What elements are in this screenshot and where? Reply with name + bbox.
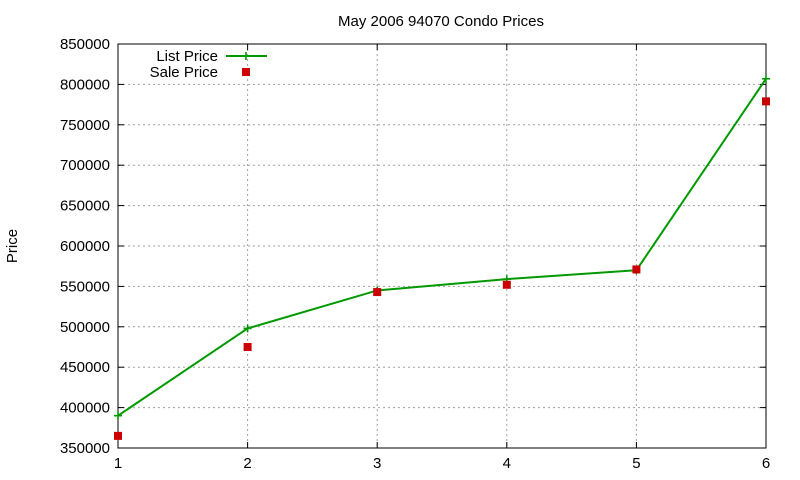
y-tick-label: 500000 [60, 319, 110, 336]
y-tick-label: 750000 [60, 117, 110, 134]
y-tick-label: 800000 [60, 76, 110, 93]
list-price-point [114, 411, 122, 420]
legend-label-list-price: List Price [156, 48, 218, 65]
legend-label-sale-price: Sale Price [150, 64, 218, 81]
x-tick-label: 3 [373, 455, 381, 472]
y-axis-label: Price [4, 229, 21, 263]
list-price-point [762, 74, 770, 83]
list-price-line [117, 78, 767, 417]
axis-ticks: 350000 400000 450000 500000 550000 600000 6500… [60, 36, 770, 472]
y-tick-label: 600000 [60, 238, 110, 255]
list-price-point [243, 324, 252, 333]
y-tick-label: 450000 [60, 359, 110, 376]
chart-title: May 2006 94070 Condo Prices [338, 13, 544, 30]
sale-price-point [243, 343, 252, 351]
sale-price-point [632, 265, 641, 274]
y-tick-label: 850000 [60, 36, 110, 53]
sale-price-point [373, 288, 382, 297]
y-tick-label: 650000 [60, 198, 110, 215]
legend-swatch-square [242, 68, 250, 76]
y-tick-label: 550000 [60, 278, 110, 295]
sale-price-point [114, 431, 122, 440]
sale-price-point [762, 97, 770, 106]
grid [118, 44, 766, 448]
y-tick-label: 700000 [60, 157, 110, 174]
sale-price-point [502, 280, 511, 289]
x-tick-label: 4 [503, 455, 511, 472]
series-layer [114, 74, 770, 440]
x-tick-label: 6 [762, 455, 770, 472]
legend-swatch-plus [242, 52, 250, 60]
y-tick-label: 400000 [60, 400, 110, 417]
x-tick-label: 1 [114, 455, 122, 472]
y-tick-label: 350000 [60, 440, 110, 457]
x-tick-label: 5 [632, 455, 640, 472]
x-tick-label: 2 [243, 455, 251, 472]
